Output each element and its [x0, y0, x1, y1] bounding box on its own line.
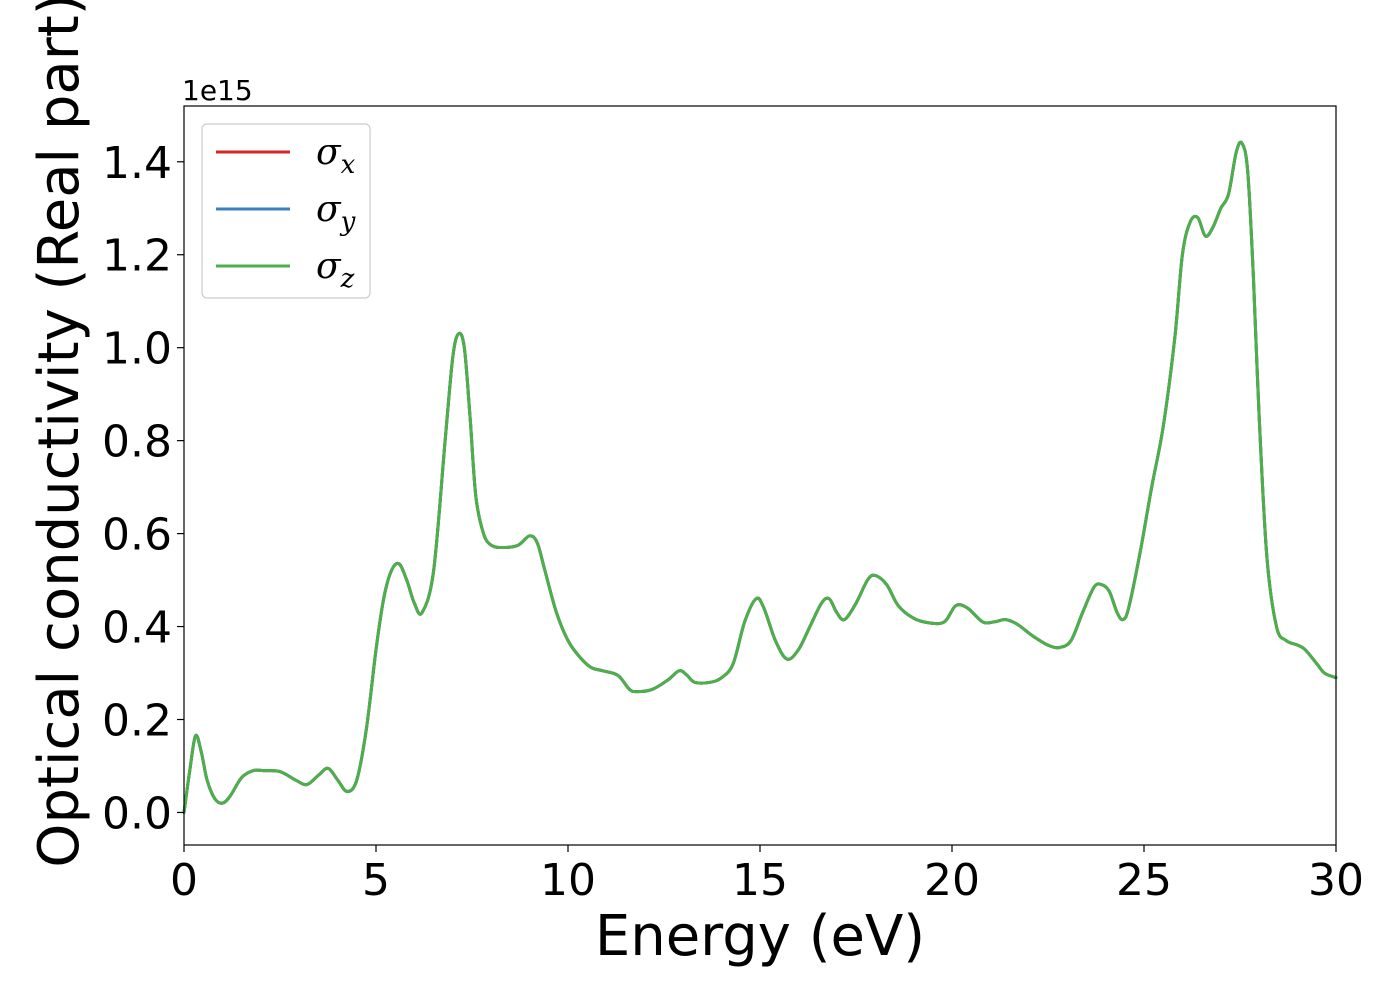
legend: σx σy σz	[201, 123, 371, 299]
x-tick-label: 30	[1308, 855, 1364, 906]
x-axis-label: Energy (eV)	[595, 904, 925, 969]
y-tick-label: 0.2	[102, 696, 172, 747]
y-tick-label: 1.4	[102, 138, 172, 189]
x-tick-label: 25	[1116, 855, 1172, 906]
x-axis-ticks: 0 5 10 15 20 25 30	[170, 845, 1364, 906]
y-axis-ticks: 0.0 0.2 0.4 0.6 0.8 1.0 1.2 1.4	[102, 138, 184, 839]
x-tick-label: 10	[540, 855, 596, 906]
y-tick-label: 0.8	[102, 417, 172, 468]
x-tick-label: 20	[924, 855, 980, 906]
legend-label-sigma-y: σy	[316, 189, 356, 237]
series-line-sigma-z	[182, 140, 1338, 814]
y-tick-label: 0.6	[102, 510, 172, 561]
x-tick-label: 15	[732, 855, 788, 906]
x-tick-label: 0	[170, 855, 198, 906]
x-tick-label: 5	[362, 855, 390, 906]
series-layer	[182, 140, 1338, 814]
y-axis-label: Optical conductivity (Real part)	[27, 0, 92, 868]
legend-box	[201, 123, 371, 299]
y-tick-label: 1.2	[102, 231, 172, 282]
legend-label-sigma-x: σx	[316, 132, 356, 180]
y-tick-label: 1.0	[102, 324, 172, 375]
y-offset-text: 1e15	[182, 74, 253, 107]
legend-label-sigma-z: σz	[316, 246, 355, 294]
y-tick-label: 0.0	[102, 788, 172, 839]
y-tick-label: 0.4	[102, 603, 172, 654]
